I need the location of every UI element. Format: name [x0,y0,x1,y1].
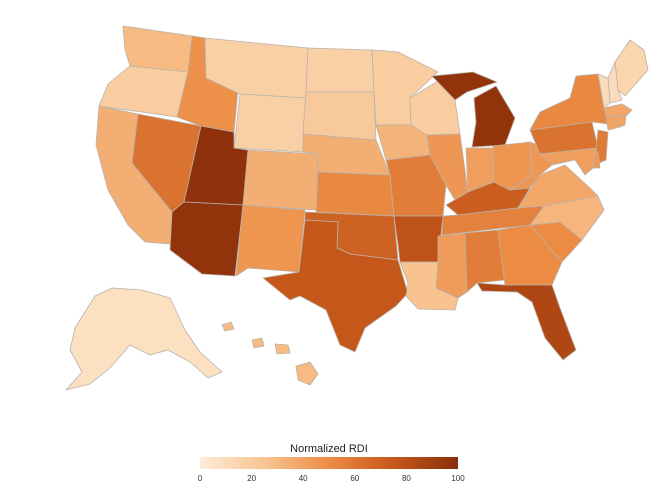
state-RI[interactable] [618,115,627,128]
state-MA[interactable] [603,103,633,117]
state-ND[interactable] [305,47,375,93]
legend-tick-100: 100 [451,474,465,483]
state-VT[interactable] [597,73,611,109]
legend-title: Normalized RDI [290,443,368,455]
state-NM[interactable] [235,204,306,277]
state-WY[interactable] [233,93,307,153]
state-MS[interactable] [435,232,468,299]
state-SD[interactable] [302,91,377,141]
state-AK[interactable] [65,287,223,391]
state-NY[interactable] [529,73,609,131]
color-legend: Normalized RDI 0 20 40 60 80 100 [198,443,465,483]
state-CT[interactable] [605,115,621,131]
state-TX[interactable] [262,219,409,353]
state-ME[interactable] [614,39,649,97]
legend-tick-80: 80 [402,474,411,483]
legend-tick-60: 60 [350,474,359,483]
state-AR[interactable] [393,215,444,263]
state-NJ[interactable] [595,129,609,165]
state-AZ[interactable] [169,201,244,277]
state-KS[interactable] [315,171,395,217]
state-CO[interactable] [242,149,319,211]
state-GA[interactable] [497,224,563,286]
state-OR[interactable] [98,65,189,118]
state-AL[interactable] [464,229,506,293]
legend-tick-20: 20 [247,474,256,483]
state-HI[interactable] [221,321,319,386]
state-FL[interactable] [476,282,577,361]
state-WA[interactable] [122,25,193,73]
legend-colorbar [200,457,458,469]
state-MD[interactable] [539,147,597,176]
legend-tick-40: 40 [299,474,308,483]
legend-tick-0: 0 [198,474,203,483]
